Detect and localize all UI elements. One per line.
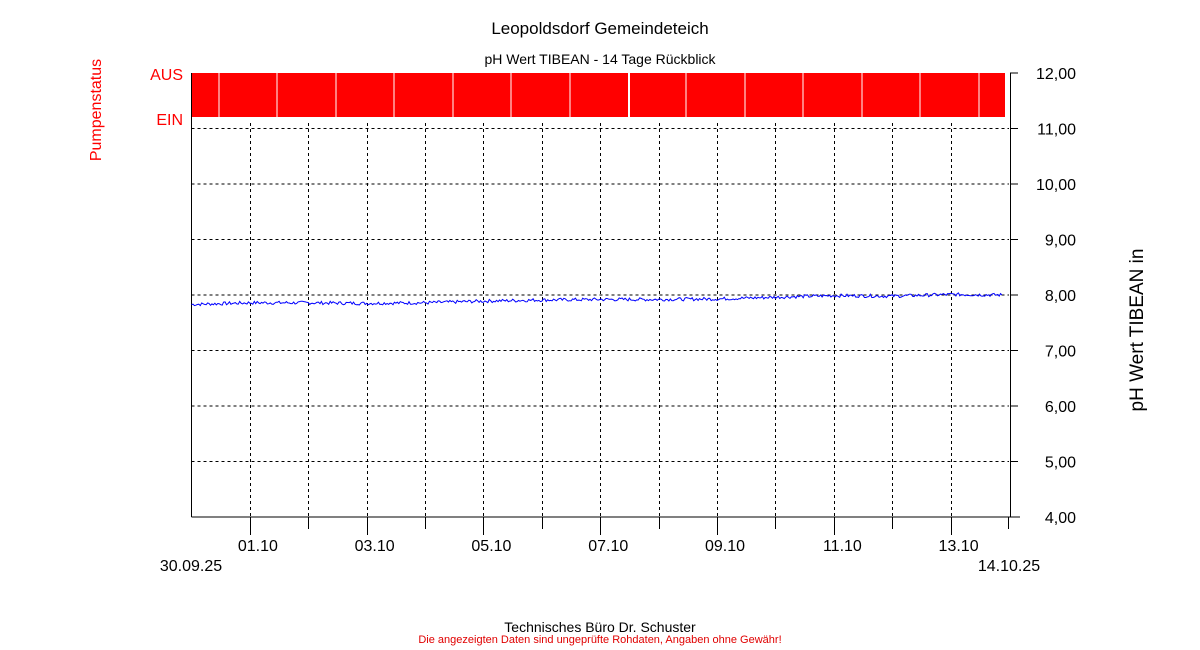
x-tick-label: 07.10 (588, 538, 628, 555)
pump-label-ein: EIN (156, 112, 183, 129)
footer-company: Technisches Büro Dr. Schuster (504, 619, 696, 635)
chart-title: Leopoldsdorf Gemeindeteich (491, 19, 709, 38)
pump-label-aus: AUS (150, 67, 183, 84)
y-tick-label: 6,00 (1045, 399, 1076, 416)
x-tick-label: 05.10 (471, 538, 511, 555)
x-end-label: 14.10.25 (978, 558, 1040, 575)
y-tick-label: 4,00 (1045, 510, 1076, 527)
chart-subtitle: pH Wert TIBEAN - 14 Tage Rückblick (484, 51, 716, 67)
x-tick-label: 11.10 (823, 538, 862, 555)
footer-disclaimer: Die angezeigten Daten sind ungeprüfte Ro… (418, 634, 782, 646)
x-start-label: 30.09.25 (160, 558, 222, 575)
x-tick-label: 13.10 (939, 538, 979, 555)
y-tick-label: 5,00 (1045, 455, 1076, 472)
y-tick-label: 9,00 (1045, 233, 1076, 250)
x-tick-label: 03.10 (355, 538, 395, 555)
x-tick-label: 09.10 (705, 538, 745, 555)
y-tick-label: 11,00 (1037, 122, 1076, 139)
y-tick-label: 10,00 (1036, 177, 1076, 194)
ph-series-line (191, 292, 1003, 307)
y-tick-label: 7,00 (1045, 344, 1076, 361)
pump-status-band (191, 73, 1005, 117)
y-tick-label: 8,00 (1045, 288, 1076, 305)
y-tick-label: 12,00 (1036, 66, 1076, 83)
x-tick-label: 01.10 (238, 538, 278, 555)
